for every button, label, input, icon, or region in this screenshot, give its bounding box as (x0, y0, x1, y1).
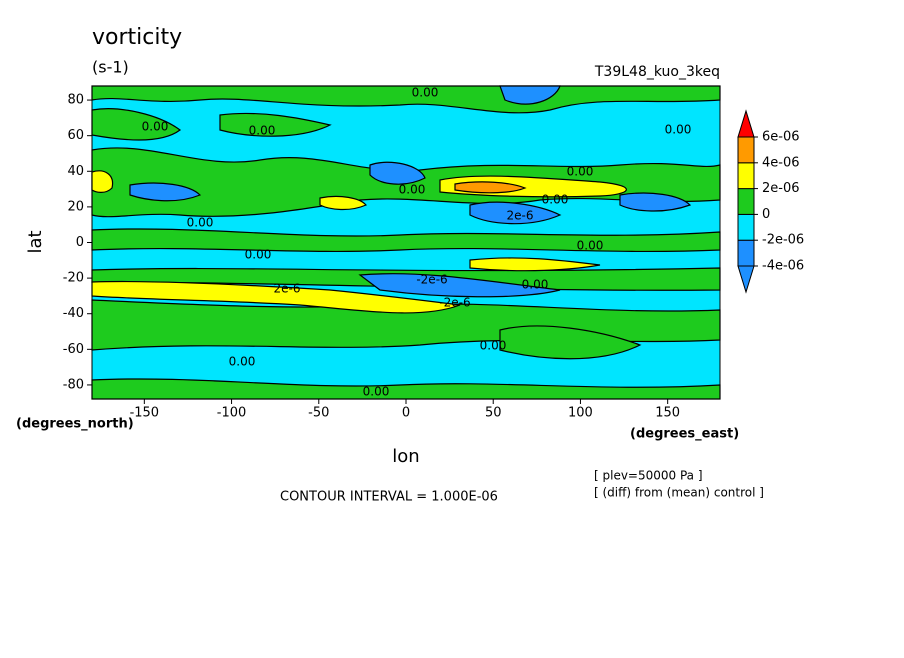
contour-region (499, 325, 642, 360)
contour-region (91, 378, 721, 400)
y-tick-label: 80 (67, 93, 84, 108)
contour-label: 0.00 (412, 86, 439, 100)
contour-label: 0.00 (363, 385, 390, 399)
colorbar-segment (737, 162, 755, 190)
x-tick-label: -50 (308, 406, 329, 421)
y-tick-label: -60 (63, 342, 84, 357)
contour-label: 0.00 (542, 193, 569, 207)
contour-label: 0.00 (522, 278, 549, 292)
y-tick-label: 0 (76, 235, 84, 250)
x-tick-label: 150 (655, 406, 680, 421)
colorbar-segment (737, 188, 755, 215)
colorbar-cap (737, 265, 755, 294)
contour-label: 0.00 (567, 165, 594, 179)
x-tick-label: -100 (217, 406, 247, 421)
y-units: (degrees_north) (16, 417, 134, 432)
colorbar-label: 4e-06 (762, 155, 800, 170)
y-axis-label: lat (25, 230, 46, 253)
colorbar-label: -2e-06 (762, 233, 804, 248)
contour-region (499, 85, 561, 105)
units: (s-1) (92, 58, 129, 77)
contour-label: -2e-6 (439, 296, 470, 310)
contour-label: 0.00 (480, 339, 507, 353)
contour-region (91, 108, 182, 141)
x-axis-label: lon (392, 446, 419, 467)
contour-label: 0.00 (399, 183, 426, 197)
contour-label: 2e-6 (274, 282, 301, 296)
colorbar-segment (737, 213, 755, 241)
contour-region (454, 181, 527, 194)
contour-region (219, 112, 332, 137)
x-tick-label: 50 (485, 406, 502, 421)
chart-title: vorticity (92, 25, 182, 50)
subtitle: T39L48_kuo_3keq (594, 64, 720, 80)
contour-label: -2e-6 (416, 273, 447, 287)
contour-region (369, 161, 426, 185)
contour-region (91, 85, 721, 114)
contour-region (358, 273, 561, 298)
contour-label: 0.00 (229, 355, 256, 369)
note: [ plev=50000 Pa ] (594, 469, 703, 483)
contour-label: 0.00 (245, 248, 272, 262)
colorbar-label: 0 (762, 207, 770, 222)
contour-region (91, 280, 461, 314)
y-tick-label: 60 (67, 128, 84, 143)
colorbar-label: 2e-06 (762, 181, 800, 196)
y-tick-label: -80 (63, 377, 84, 392)
x-tick-label: 100 (568, 406, 593, 421)
contour-label: 0.00 (142, 120, 169, 134)
contour-region (469, 201, 562, 225)
note: CONTOUR INTERVAL = 1.000E-06 (280, 490, 498, 505)
contour-region (469, 257, 601, 272)
contour-label: 0.00 (577, 239, 604, 253)
colorbar-cap (737, 109, 755, 138)
x-units: (degrees_east) (630, 427, 739, 442)
y-tick-label: -20 (63, 271, 84, 286)
colorbar-label: 6e-06 (762, 130, 800, 145)
contour-label: 0.00 (665, 123, 692, 137)
contour-label: 2e-6 (507, 209, 534, 223)
colorbar-segment (737, 239, 755, 267)
contour-region (619, 192, 692, 212)
colorbar-label: -4e-06 (762, 259, 804, 274)
contour-label: 0.00 (187, 216, 214, 230)
y-tick-label: 20 (67, 199, 84, 214)
contour-region (91, 170, 114, 193)
x-tick-label: 0 (402, 406, 410, 421)
contour-label: 0.00 (249, 124, 276, 138)
y-tick-label: 40 (67, 164, 84, 179)
y-tick-label: -40 (63, 306, 84, 321)
note: [ (diff) from (mean) control ] (594, 486, 764, 500)
x-tick-label: -150 (130, 406, 160, 421)
contour-region (319, 195, 367, 211)
colorbar-segment (737, 136, 755, 164)
contour-region (129, 182, 202, 202)
